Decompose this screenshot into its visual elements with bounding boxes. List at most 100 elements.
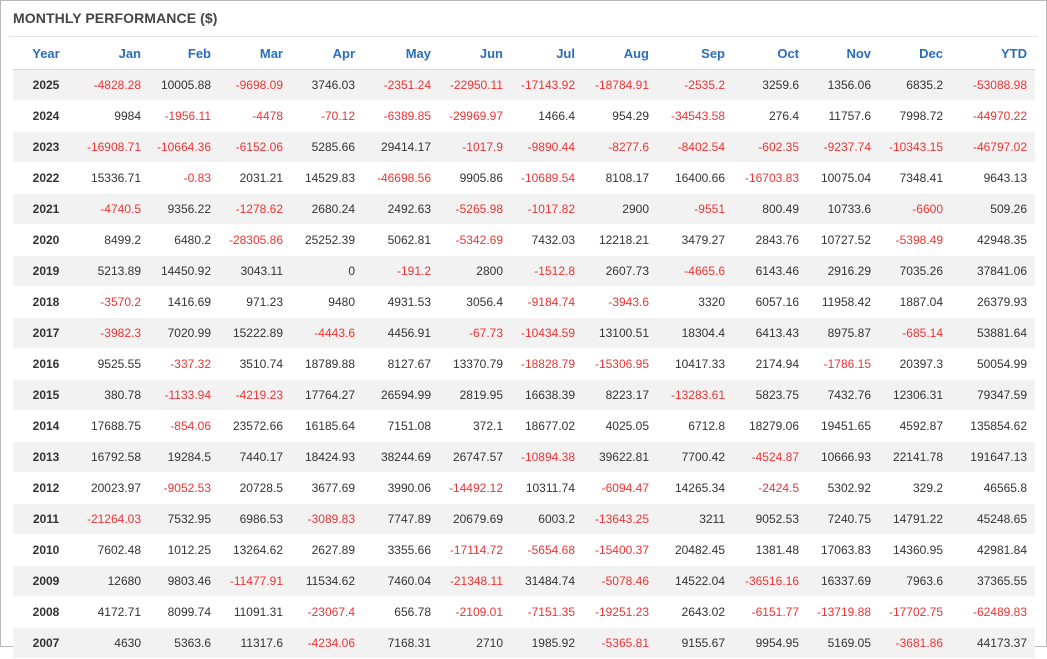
table-row: 2014 17688.75 -854.06 23572.66 16185.64 7151.…	[13, 410, 1035, 442]
cell-apr: 3746.03	[291, 69, 363, 101]
cell-jun: 9905.86	[439, 162, 511, 194]
cell-oct: -602.35	[733, 131, 807, 163]
cell-sep: 7700.42	[657, 441, 733, 473]
cell-dec: 1887.04	[879, 286, 951, 318]
cell-jan: 5213.89	[79, 255, 149, 287]
cell-ytd: 44173.37	[951, 627, 1035, 659]
column-header-aug: Aug	[583, 38, 657, 70]
cell-mar: 3043.11	[219, 255, 291, 287]
cell-dec: 14360.95	[879, 534, 951, 566]
cell-dec: 14791.22	[879, 503, 951, 535]
cell-dec: 20397.3	[879, 348, 951, 380]
cell-apr: -23067.4	[291, 596, 363, 628]
cell-jul: -18828.79	[511, 348, 583, 380]
cell-mar: 11091.31	[219, 596, 291, 628]
cell-aug: 2900	[583, 193, 657, 225]
cell-mar: 971.23	[219, 286, 291, 318]
cell-dec: 7348.41	[879, 162, 951, 194]
title-divider	[9, 36, 1038, 37]
cell-jun: 26747.57	[439, 441, 511, 473]
cell-oct: -4524.87	[733, 441, 807, 473]
cell-jul: -9890.44	[511, 131, 583, 163]
cell-jul: 31484.74	[511, 565, 583, 597]
cell-ytd: 37365.55	[951, 565, 1035, 597]
cell-nov: 8975.87	[807, 317, 879, 349]
cell-nov: 11958.42	[807, 286, 879, 318]
cell-nov: -13719.88	[807, 596, 879, 628]
cell-oct: 3259.6	[733, 69, 807, 101]
cell-sep: 3211	[657, 503, 733, 535]
cell-mar: 7440.17	[219, 441, 291, 473]
cell-aug: -15306.95	[583, 348, 657, 380]
cell-mar: 15222.89	[219, 317, 291, 349]
cell-ytd: 26379.93	[951, 286, 1035, 318]
cell-aug: -19251.23	[583, 596, 657, 628]
cell-aug: 8223.17	[583, 379, 657, 411]
cell-oct: 6057.16	[733, 286, 807, 318]
cell-sep: -34543.58	[657, 100, 733, 132]
cell-jul: -7151.35	[511, 596, 583, 628]
year-cell: 2019	[13, 255, 79, 287]
cell-jan: 4172.71	[79, 596, 149, 628]
cell-may: 7168.31	[363, 627, 439, 659]
column-header-jun: Jun	[439, 38, 511, 70]
cell-may: -6389.85	[363, 100, 439, 132]
cell-jul: -10434.59	[511, 317, 583, 349]
cell-oct: 5823.75	[733, 379, 807, 411]
cell-may: 7747.89	[363, 503, 439, 535]
cell-jun: 2800	[439, 255, 511, 287]
table-row: 2022 15336.71 -0.83 2031.21 14529.83 -46698.5…	[13, 162, 1035, 194]
year-cell: 2011	[13, 503, 79, 535]
cell-sep: 9155.67	[657, 627, 733, 659]
cell-jul: 16638.39	[511, 379, 583, 411]
cell-ytd: 42981.84	[951, 534, 1035, 566]
cell-ytd: 191647.13	[951, 441, 1035, 473]
cell-jan: 7602.48	[79, 534, 149, 566]
column-header-jan: Jan	[79, 38, 149, 70]
cell-apr: 18789.88	[291, 348, 363, 380]
cell-jul: 1985.92	[511, 627, 583, 659]
cell-may: -2351.24	[363, 69, 439, 101]
cell-may: 26594.99	[363, 379, 439, 411]
cell-mar: 3510.74	[219, 348, 291, 380]
table-row: 2013 16792.58 19284.5 7440.17 18424.93 38244.…	[13, 441, 1035, 473]
cell-dec: -6600	[879, 193, 951, 225]
cell-aug: 2607.73	[583, 255, 657, 287]
cell-nov: 5169.05	[807, 627, 879, 659]
cell-oct: 1381.48	[733, 534, 807, 566]
cell-mar: 11317.6	[219, 627, 291, 659]
year-cell: 2018	[13, 286, 79, 318]
cell-jan: 17688.75	[79, 410, 149, 442]
cell-oct: 6143.46	[733, 255, 807, 287]
cell-oct: 9954.95	[733, 627, 807, 659]
cell-apr: 3677.69	[291, 472, 363, 504]
cell-jun: -5342.69	[439, 224, 511, 256]
cell-ytd: 79347.59	[951, 379, 1035, 411]
cell-dec: 22141.78	[879, 441, 951, 473]
cell-oct: 2174.94	[733, 348, 807, 380]
cell-mar: 2031.21	[219, 162, 291, 194]
table-row: 2021 -4740.5 9356.22 -1278.62 2680.24 2492.63…	[13, 193, 1035, 225]
cell-mar: 20728.5	[219, 472, 291, 504]
cell-feb: 14450.92	[149, 255, 219, 287]
cell-feb: 1012.25	[149, 534, 219, 566]
cell-ytd: 42948.35	[951, 224, 1035, 256]
cell-jan: 15336.71	[79, 162, 149, 194]
cell-ytd: 37841.06	[951, 255, 1035, 287]
table-row: 2017 -3982.3 7020.99 15222.89 -4443.6 4456.91…	[13, 317, 1035, 349]
cell-dec: 4592.87	[879, 410, 951, 442]
cell-feb: -10664.36	[149, 131, 219, 163]
cell-jun: -2109.01	[439, 596, 511, 628]
cell-apr: 18424.93	[291, 441, 363, 473]
cell-apr: 25252.39	[291, 224, 363, 256]
cell-dec: 7998.72	[879, 100, 951, 132]
cell-feb: -1133.94	[149, 379, 219, 411]
cell-nov: 2916.29	[807, 255, 879, 287]
cell-may: 2492.63	[363, 193, 439, 225]
table-body: 2025 -4828.28 10005.88 -9698.09 3746.03 -2351…	[13, 69, 1035, 659]
year-cell: 2023	[13, 131, 79, 163]
cell-jan: 12680	[79, 565, 149, 597]
cell-sep: 14265.34	[657, 472, 733, 504]
table-row: 2011 -21264.03 7532.95 6986.53 -3089.83 7747.…	[13, 503, 1035, 535]
cell-nov: 7432.76	[807, 379, 879, 411]
